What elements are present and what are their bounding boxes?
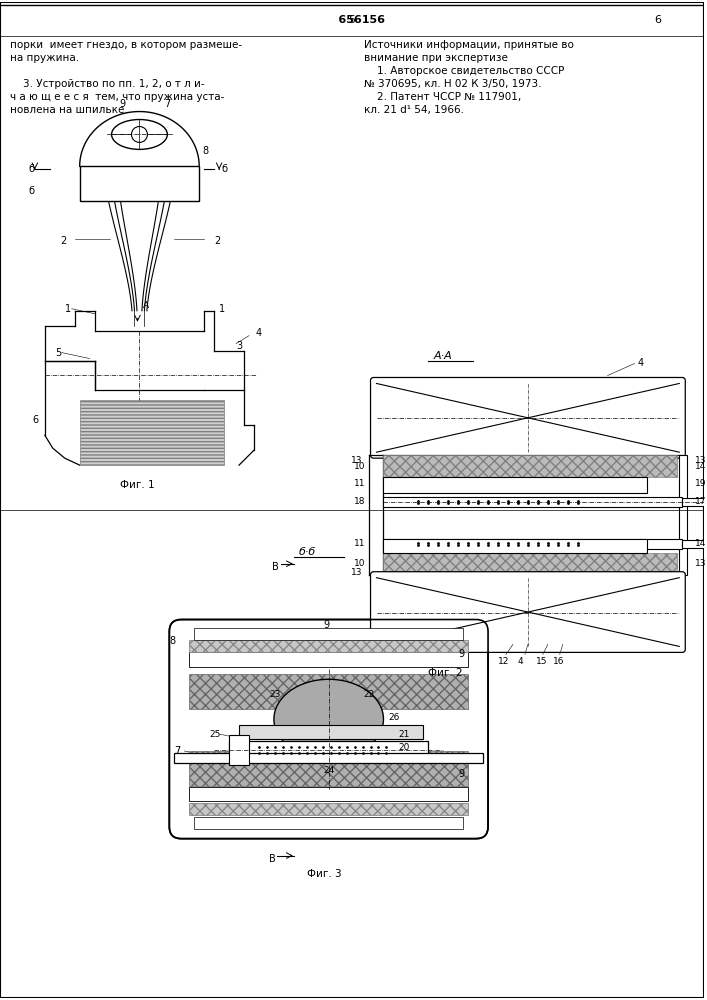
Text: 18: 18 [354, 497, 365, 506]
Text: 15: 15 [536, 657, 547, 666]
Text: внимание при экспертизе: внимание при экспертизе [363, 53, 508, 63]
Text: б: б [28, 164, 34, 174]
Text: 6: 6 [654, 15, 661, 25]
Text: 656156: 656156 [319, 15, 385, 25]
Text: 13: 13 [351, 568, 362, 577]
Text: 12: 12 [498, 657, 509, 666]
Text: 13: 13 [695, 456, 707, 465]
Bar [383, 539, 682, 549]
Text: 24: 24 [324, 766, 335, 775]
Text: 5: 5 [54, 348, 61, 358]
Bar [383, 497, 682, 507]
Text: Фиг. 3: Фиг. 3 [307, 869, 341, 879]
Bar [229, 741, 428, 759]
Text: новлена на шпильке.: новлена на шпильке. [10, 105, 128, 115]
Text: 17: 17 [695, 497, 707, 506]
Text: 20: 20 [399, 743, 410, 752]
Text: 21: 21 [399, 730, 410, 739]
Text: 14: 14 [695, 539, 706, 548]
Bar [383, 455, 677, 477]
Text: б·б: б·б [299, 547, 316, 557]
Text: 13: 13 [351, 456, 362, 465]
Bar [383, 539, 648, 553]
Bar [189, 652, 468, 667]
FancyBboxPatch shape [370, 572, 685, 652]
FancyBboxPatch shape [169, 620, 488, 839]
Text: Источники информации, принятые во: Источники информации, принятые во [363, 40, 573, 50]
Text: 16: 16 [553, 657, 564, 666]
Text: 23: 23 [269, 690, 280, 699]
Text: 13: 13 [695, 559, 707, 568]
Ellipse shape [274, 679, 383, 759]
Text: 9: 9 [119, 99, 126, 109]
Text: В: В [272, 562, 279, 572]
Bar [194, 817, 463, 829]
Bar [189, 751, 468, 786]
Text: 22: 22 [363, 690, 375, 699]
Text: ч а ю щ е е с я  тем, что пружина уста-: ч а ю щ е е с я тем, что пружина уста- [10, 92, 224, 102]
Text: В: В [269, 854, 276, 864]
Text: 1. Авторское свидетельство СССР: 1. Авторское свидетельство СССР [363, 66, 564, 76]
Text: 10: 10 [354, 559, 365, 568]
Text: 9: 9 [324, 620, 330, 630]
Text: № 370695, кл. Н 02 К 3/50, 1973.: № 370695, кл. Н 02 К 3/50, 1973. [363, 79, 541, 89]
Bar [229, 735, 249, 765]
Text: 11: 11 [354, 479, 365, 488]
Bar [80, 166, 199, 201]
Bar [383, 553, 677, 575]
Text: 8: 8 [169, 636, 175, 646]
Text: на пружина.: на пружина. [10, 53, 79, 63]
Text: 10: 10 [354, 462, 365, 471]
Text: 7: 7 [175, 746, 180, 756]
Bar [80, 400, 224, 465]
Text: 25: 25 [209, 730, 221, 739]
Text: 26: 26 [388, 713, 400, 722]
Text: 2. Патент ЧССР № 117901,: 2. Патент ЧССР № 117901, [363, 92, 521, 102]
Bar [679, 455, 687, 575]
Text: 9: 9 [458, 649, 464, 659]
Bar [189, 674, 468, 709]
Text: А·А: А·А [433, 351, 452, 361]
Text: 4: 4 [256, 328, 262, 338]
Text: 19: 19 [695, 479, 707, 488]
Text: 9: 9 [458, 769, 464, 779]
Text: б: б [221, 164, 227, 174]
Text: 3: 3 [236, 341, 243, 351]
FancyBboxPatch shape [370, 377, 685, 458]
Text: Фиг. 2: Фиг. 2 [428, 668, 463, 678]
Text: кл. 21 d¹ 54, 1966.: кл. 21 d¹ 54, 1966. [363, 105, 464, 115]
Text: 2: 2 [214, 236, 221, 246]
Bar [194, 628, 463, 640]
Text: 8: 8 [202, 146, 209, 156]
Bar [189, 803, 468, 815]
Ellipse shape [112, 120, 168, 149]
Text: 6: 6 [33, 415, 39, 425]
Text: 2: 2 [60, 236, 66, 246]
Text: б: б [28, 186, 34, 196]
Text: 11: 11 [354, 539, 365, 548]
Text: 5: 5 [348, 15, 355, 25]
Bar [189, 640, 468, 652]
Text: 4: 4 [518, 657, 524, 666]
Text: 7: 7 [164, 99, 170, 109]
Bar [682, 498, 707, 506]
Bar [175, 753, 483, 763]
Text: 1: 1 [219, 304, 226, 314]
Text: 3. Устройство по пп. 1, 2, о т л и-: 3. Устройство по пп. 1, 2, о т л и- [10, 79, 204, 89]
Text: 14: 14 [695, 462, 706, 471]
Bar [383, 477, 648, 493]
Bar [682, 540, 707, 548]
Bar [239, 725, 423, 739]
Text: 1: 1 [65, 304, 71, 314]
Bar [189, 787, 468, 801]
Text: А: А [142, 301, 148, 310]
Text: Фиг. 1: Фиг. 1 [119, 480, 154, 490]
Text: порки  имеет гнездо, в котором размеше-: порки имеет гнездо, в котором размеше- [10, 40, 242, 50]
Text: 4: 4 [638, 358, 643, 368]
